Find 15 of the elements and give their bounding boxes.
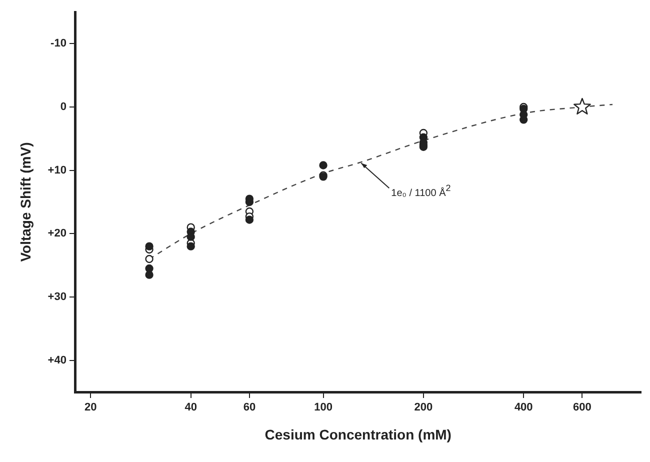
x-tick-label: 40	[184, 402, 197, 414]
x-tick-label: 200	[414, 402, 433, 414]
y-tick-label: +10	[48, 164, 66, 176]
x-tick-label: 60	[243, 402, 256, 414]
y-tick-label: +30	[48, 291, 66, 304]
x-tick-label: 600	[573, 402, 592, 414]
y-tick-label: -10	[50, 38, 66, 50]
y-tick-label: +40	[48, 354, 66, 366]
y-tick-label: +20	[48, 228, 66, 240]
x-tick-label: 20	[84, 402, 97, 414]
x-tick-label: 400	[514, 402, 533, 414]
x-axis-title: Cesium Concentration (mM)	[264, 426, 452, 442]
y-tick-label: 0	[60, 101, 66, 114]
y-axis-title: Voltage Shift (mV)	[17, 142, 34, 262]
x-tick-label: 100	[314, 402, 332, 414]
